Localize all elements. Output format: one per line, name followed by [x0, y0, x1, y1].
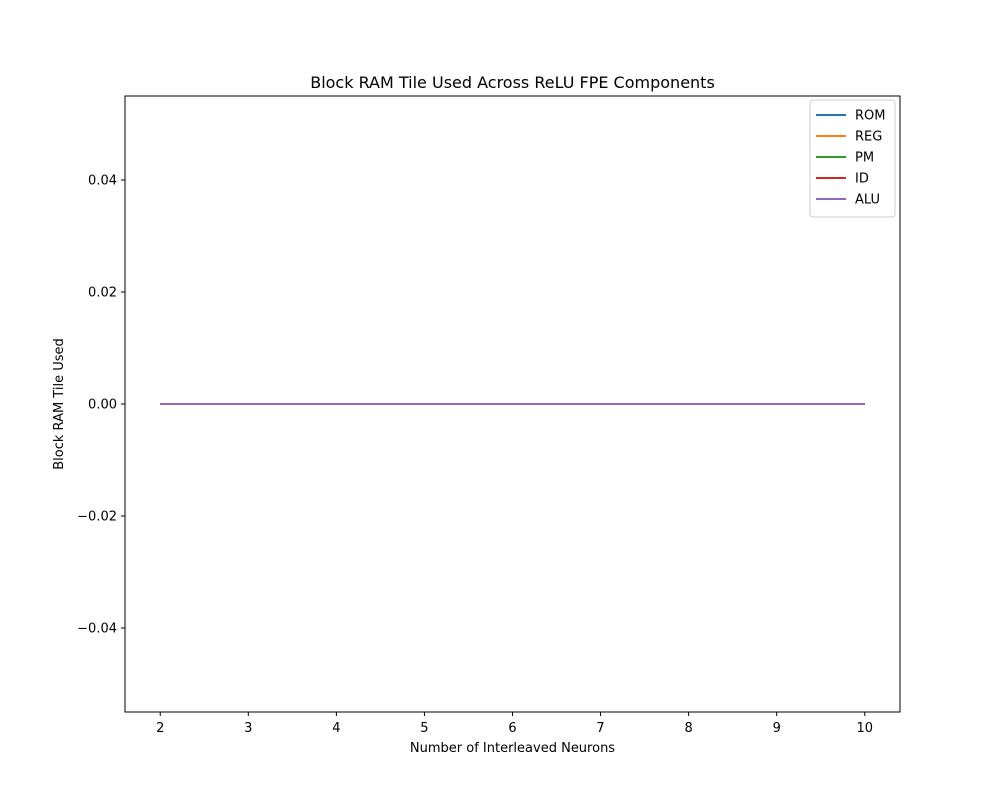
x-tick-label: 4: [332, 721, 340, 736]
x-axis: 2 3 4 5 6 7 8 9 10: [156, 712, 873, 736]
y-tick-label: −0.04: [77, 622, 117, 637]
x-tick-label: 9: [773, 721, 781, 736]
y-axis-label: Block RAM Tile Used: [52, 338, 67, 469]
x-axis-label: Number of Interleaved Neurons: [410, 741, 615, 756]
x-tick-label: 3: [244, 721, 252, 736]
x-tick-label: 10: [856, 721, 873, 736]
x-tick-label: 7: [596, 721, 604, 736]
legend-box: [809, 99, 896, 218]
legend: ROM REG PM ID ALU: [809, 99, 896, 218]
y-tick-label: 0.00: [88, 398, 117, 413]
legend-label-alu: ALU: [855, 193, 880, 208]
y-tick-label: 0.04: [88, 174, 117, 189]
y-tick-label: 0.02: [88, 286, 117, 301]
legend-label-id: ID: [855, 172, 869, 187]
y-axis: −0.04 −0.02 0.00 0.02 0.04: [77, 174, 125, 637]
x-tick-label: 8: [684, 721, 692, 736]
x-tick-label: 5: [420, 721, 428, 736]
legend-label-reg: REG: [855, 130, 882, 145]
y-tick-label: −0.02: [77, 510, 117, 525]
x-tick-label: 6: [508, 721, 516, 736]
legend-label-pm: PM: [855, 151, 874, 166]
legend-label-rom: ROM: [855, 109, 885, 124]
chart-title: Block RAM Tile Used Across ReLU FPE Comp…: [310, 73, 715, 92]
x-tick-label: 2: [156, 721, 164, 736]
